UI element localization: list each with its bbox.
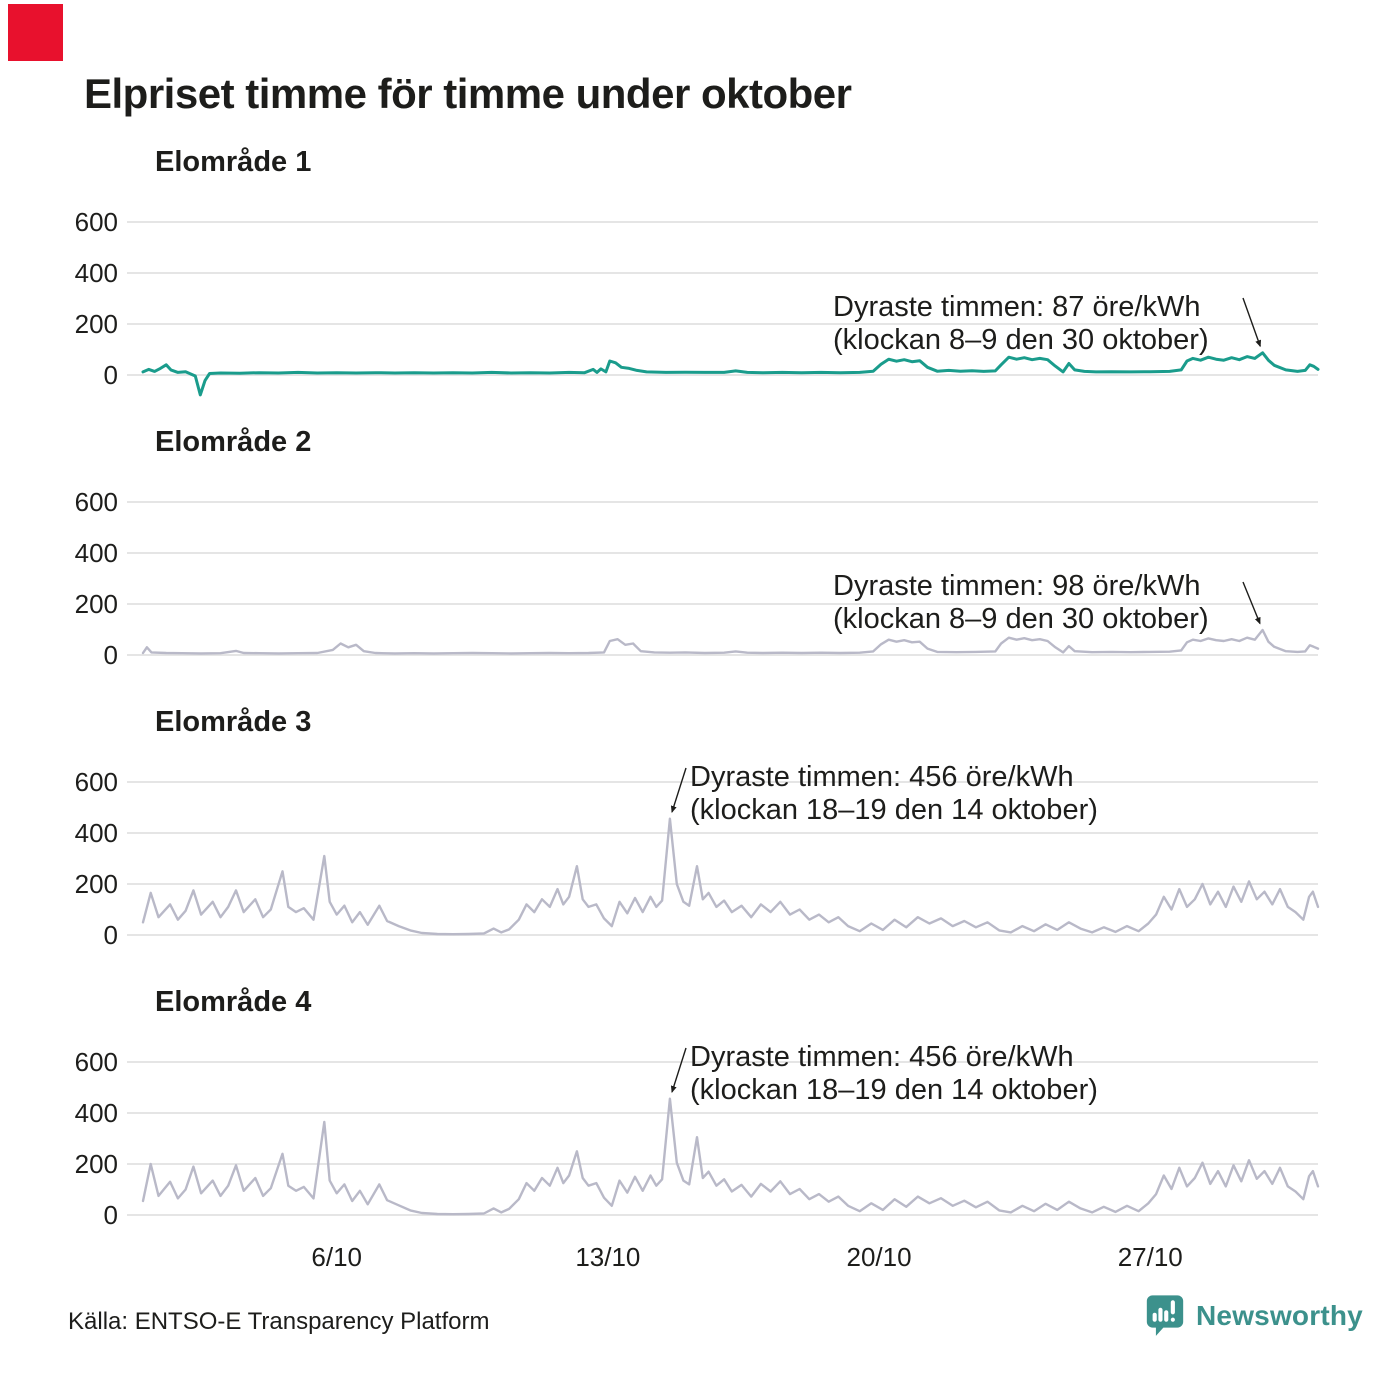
x-tick-label: 27/10 <box>1118 1242 1183 1272</box>
newsworthy-logo-text: Newsworthy <box>1196 1300 1363 1331</box>
annotation-line2: (klockan 18–19 den 14 oktober) <box>690 1074 1098 1106</box>
x-tick-label: 20/10 <box>847 1242 912 1272</box>
y-tick-label: 200 <box>75 589 118 619</box>
annotation-arrow <box>670 1047 687 1094</box>
panel-subtitle-elomrade-2: Elområde 2 <box>155 426 312 458</box>
annotation-line1: Dyraste timmen: 456 öre/kWh <box>690 761 1074 793</box>
annotation-arrow <box>1242 581 1261 625</box>
panel-subtitle-elomrade-1: Elområde 1 <box>155 146 312 178</box>
y-tick-label: 600 <box>75 487 118 517</box>
panel-1: 600 400 200 0 Dyraste timmen: 87 öre/kWh(klo… <box>75 207 1320 397</box>
newsworthy-logo: Newsworthy <box>1146 1294 1363 1338</box>
price-line-elområde-4 <box>141 1097 1320 1216</box>
page-title: Elpriset timme för timme under oktober <box>84 70 852 117</box>
x-tick-label: 6/10 <box>311 1242 362 1272</box>
y-tick-label: 400 <box>75 818 118 848</box>
y-tick-label: 200 <box>75 869 118 899</box>
speech-bubble-bar-chart-icon <box>1146 1295 1184 1336</box>
y-tick-label: 400 <box>75 538 118 568</box>
y-tick-label: 400 <box>75 258 118 288</box>
price-line-elområde-2 <box>141 628 1320 655</box>
x-tick-label: 13/10 <box>575 1242 640 1272</box>
annotation-line1: Dyraste timmen: 98 öre/kWh <box>833 570 1200 602</box>
y-tick-label: 400 <box>75 1098 118 1128</box>
annotation-line2: (klockan 8–9 den 30 oktober) <box>833 603 1209 635</box>
y-tick-label: 0 <box>104 360 118 390</box>
y-tick-label: 0 <box>104 640 118 670</box>
annotation-arrow <box>670 767 687 814</box>
annotation-line2: (klockan 18–19 den 14 oktober) <box>690 794 1098 826</box>
price-line-elområde-1 <box>141 351 1320 397</box>
price-line-elområde-3 <box>141 817 1320 936</box>
annotation-line1: Dyraste timmen: 87 öre/kWh <box>833 291 1200 323</box>
y-tick-label: 200 <box>75 1149 118 1179</box>
y-tick-label: 600 <box>75 1047 118 1077</box>
panel-subtitle-elomrade-4: Elområde 4 <box>155 986 312 1018</box>
annotation-line2: (klockan 8–9 den 30 oktober) <box>833 324 1209 356</box>
y-tick-label: 0 <box>104 1200 118 1230</box>
panel-4: 600 400 200 0 Dyraste timmen: 456 öre/kWh(kl… <box>75 1041 1320 1272</box>
source-caption: Källa: ENTSO-E Transparency Platform <box>68 1308 490 1335</box>
y-tick-label: 600 <box>75 207 118 237</box>
y-tick-label: 0 <box>104 920 118 950</box>
panel-2: 600 400 200 0 Dyraste timmen: 98 öre/kWh(klo… <box>75 487 1320 670</box>
panel-subtitle-elomrade-3: Elområde 3 <box>155 706 312 738</box>
y-tick-label: 600 <box>75 767 118 797</box>
annotation-arrow <box>1242 297 1262 348</box>
accent-red-square <box>8 4 63 61</box>
y-tick-label: 200 <box>75 309 118 339</box>
annotation-line1: Dyraste timmen: 456 öre/kWh <box>690 1041 1074 1073</box>
panel-3: 600 400 200 0 Dyraste timmen: 456 öre/kWh(kl… <box>75 761 1320 950</box>
